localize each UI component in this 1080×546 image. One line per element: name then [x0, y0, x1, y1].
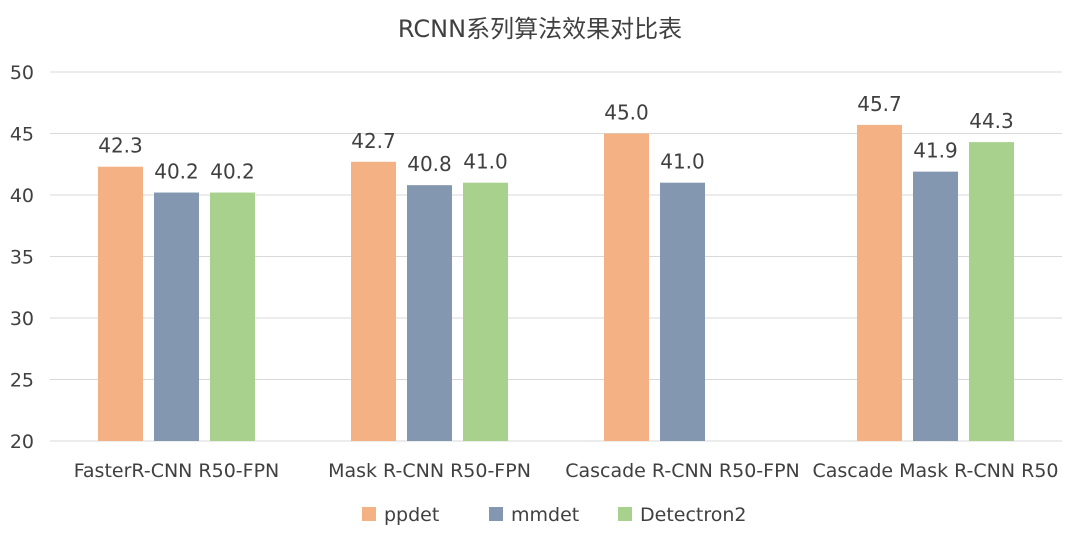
- data-label: 41.9: [913, 139, 958, 163]
- legend-item-mmdet: mmdet: [489, 504, 579, 526]
- legend: ppdet mmdet Detectron2: [362, 504, 747, 526]
- bar-mmdet: [407, 185, 452, 441]
- legend-label: ppdet: [384, 504, 439, 526]
- y-tick-label: 45: [10, 124, 34, 146]
- bar-detectron2: [463, 182, 508, 441]
- x-tick-label: Cascade Mask R-CNN R50: [812, 460, 1058, 482]
- data-label: 44.3: [969, 109, 1014, 133]
- data-label: 42.7: [351, 129, 396, 153]
- bar-mmdet: [154, 192, 199, 441]
- data-label: 45.7: [857, 92, 902, 116]
- y-tick-label: 50: [10, 62, 34, 84]
- x-tick-label: FasterR-CNN R50-FPN: [74, 460, 280, 482]
- legend-swatch: [489, 507, 503, 521]
- legend-swatch: [362, 507, 376, 521]
- y-axis-tick-labels: 20 25 30 35 40 45 50: [10, 62, 34, 453]
- grid-lines: [50, 71, 1062, 442]
- x-tick-label: Cascade R-CNN R50-FPN: [565, 460, 800, 482]
- bar-ppdet: [604, 133, 649, 441]
- x-axis-tick-labels: FasterR-CNN R50-FPN Mask R-CNN R50-FPN Cas…: [74, 460, 1059, 482]
- data-label: 40.2: [154, 160, 199, 184]
- y-tick-label: 35: [10, 247, 34, 269]
- bar-detectron2: [210, 192, 255, 441]
- bar-detectron2: [969, 142, 1014, 442]
- data-label: 40.2: [210, 160, 255, 184]
- data-labels: 42.3 40.2 40.2 42.7 40.8 41.0 45.0 41.0 45.7 41.9…: [98, 92, 1014, 184]
- y-tick-label: 30: [10, 308, 34, 330]
- y-tick-label: 40: [10, 185, 34, 207]
- bars: [98, 124, 1014, 442]
- data-label: 42.3: [98, 134, 143, 158]
- legend-label: Detectron2: [640, 504, 747, 526]
- data-label: 41.0: [463, 150, 508, 174]
- legend-item-ppdet: ppdet: [362, 504, 439, 526]
- data-label: 40.8: [407, 152, 452, 176]
- bar-mmdet: [660, 182, 705, 441]
- chart-title: RCNN系列算法效果对比表: [398, 15, 682, 43]
- legend-label: mmdet: [511, 504, 579, 526]
- y-tick-label: 20: [10, 431, 34, 453]
- bar-ppdet: [98, 166, 143, 441]
- bar-ppdet: [351, 161, 396, 442]
- x-tick-label: Mask R-CNN R50-FPN: [328, 460, 531, 482]
- data-label: 41.0: [660, 150, 705, 174]
- legend-item-detectron2: Detectron2: [618, 504, 747, 526]
- legend-swatch: [618, 507, 632, 521]
- y-tick-label: 25: [10, 370, 34, 392]
- bar-mmdet: [913, 171, 958, 441]
- data-label: 45.0: [604, 101, 649, 125]
- bar-ppdet: [857, 124, 902, 441]
